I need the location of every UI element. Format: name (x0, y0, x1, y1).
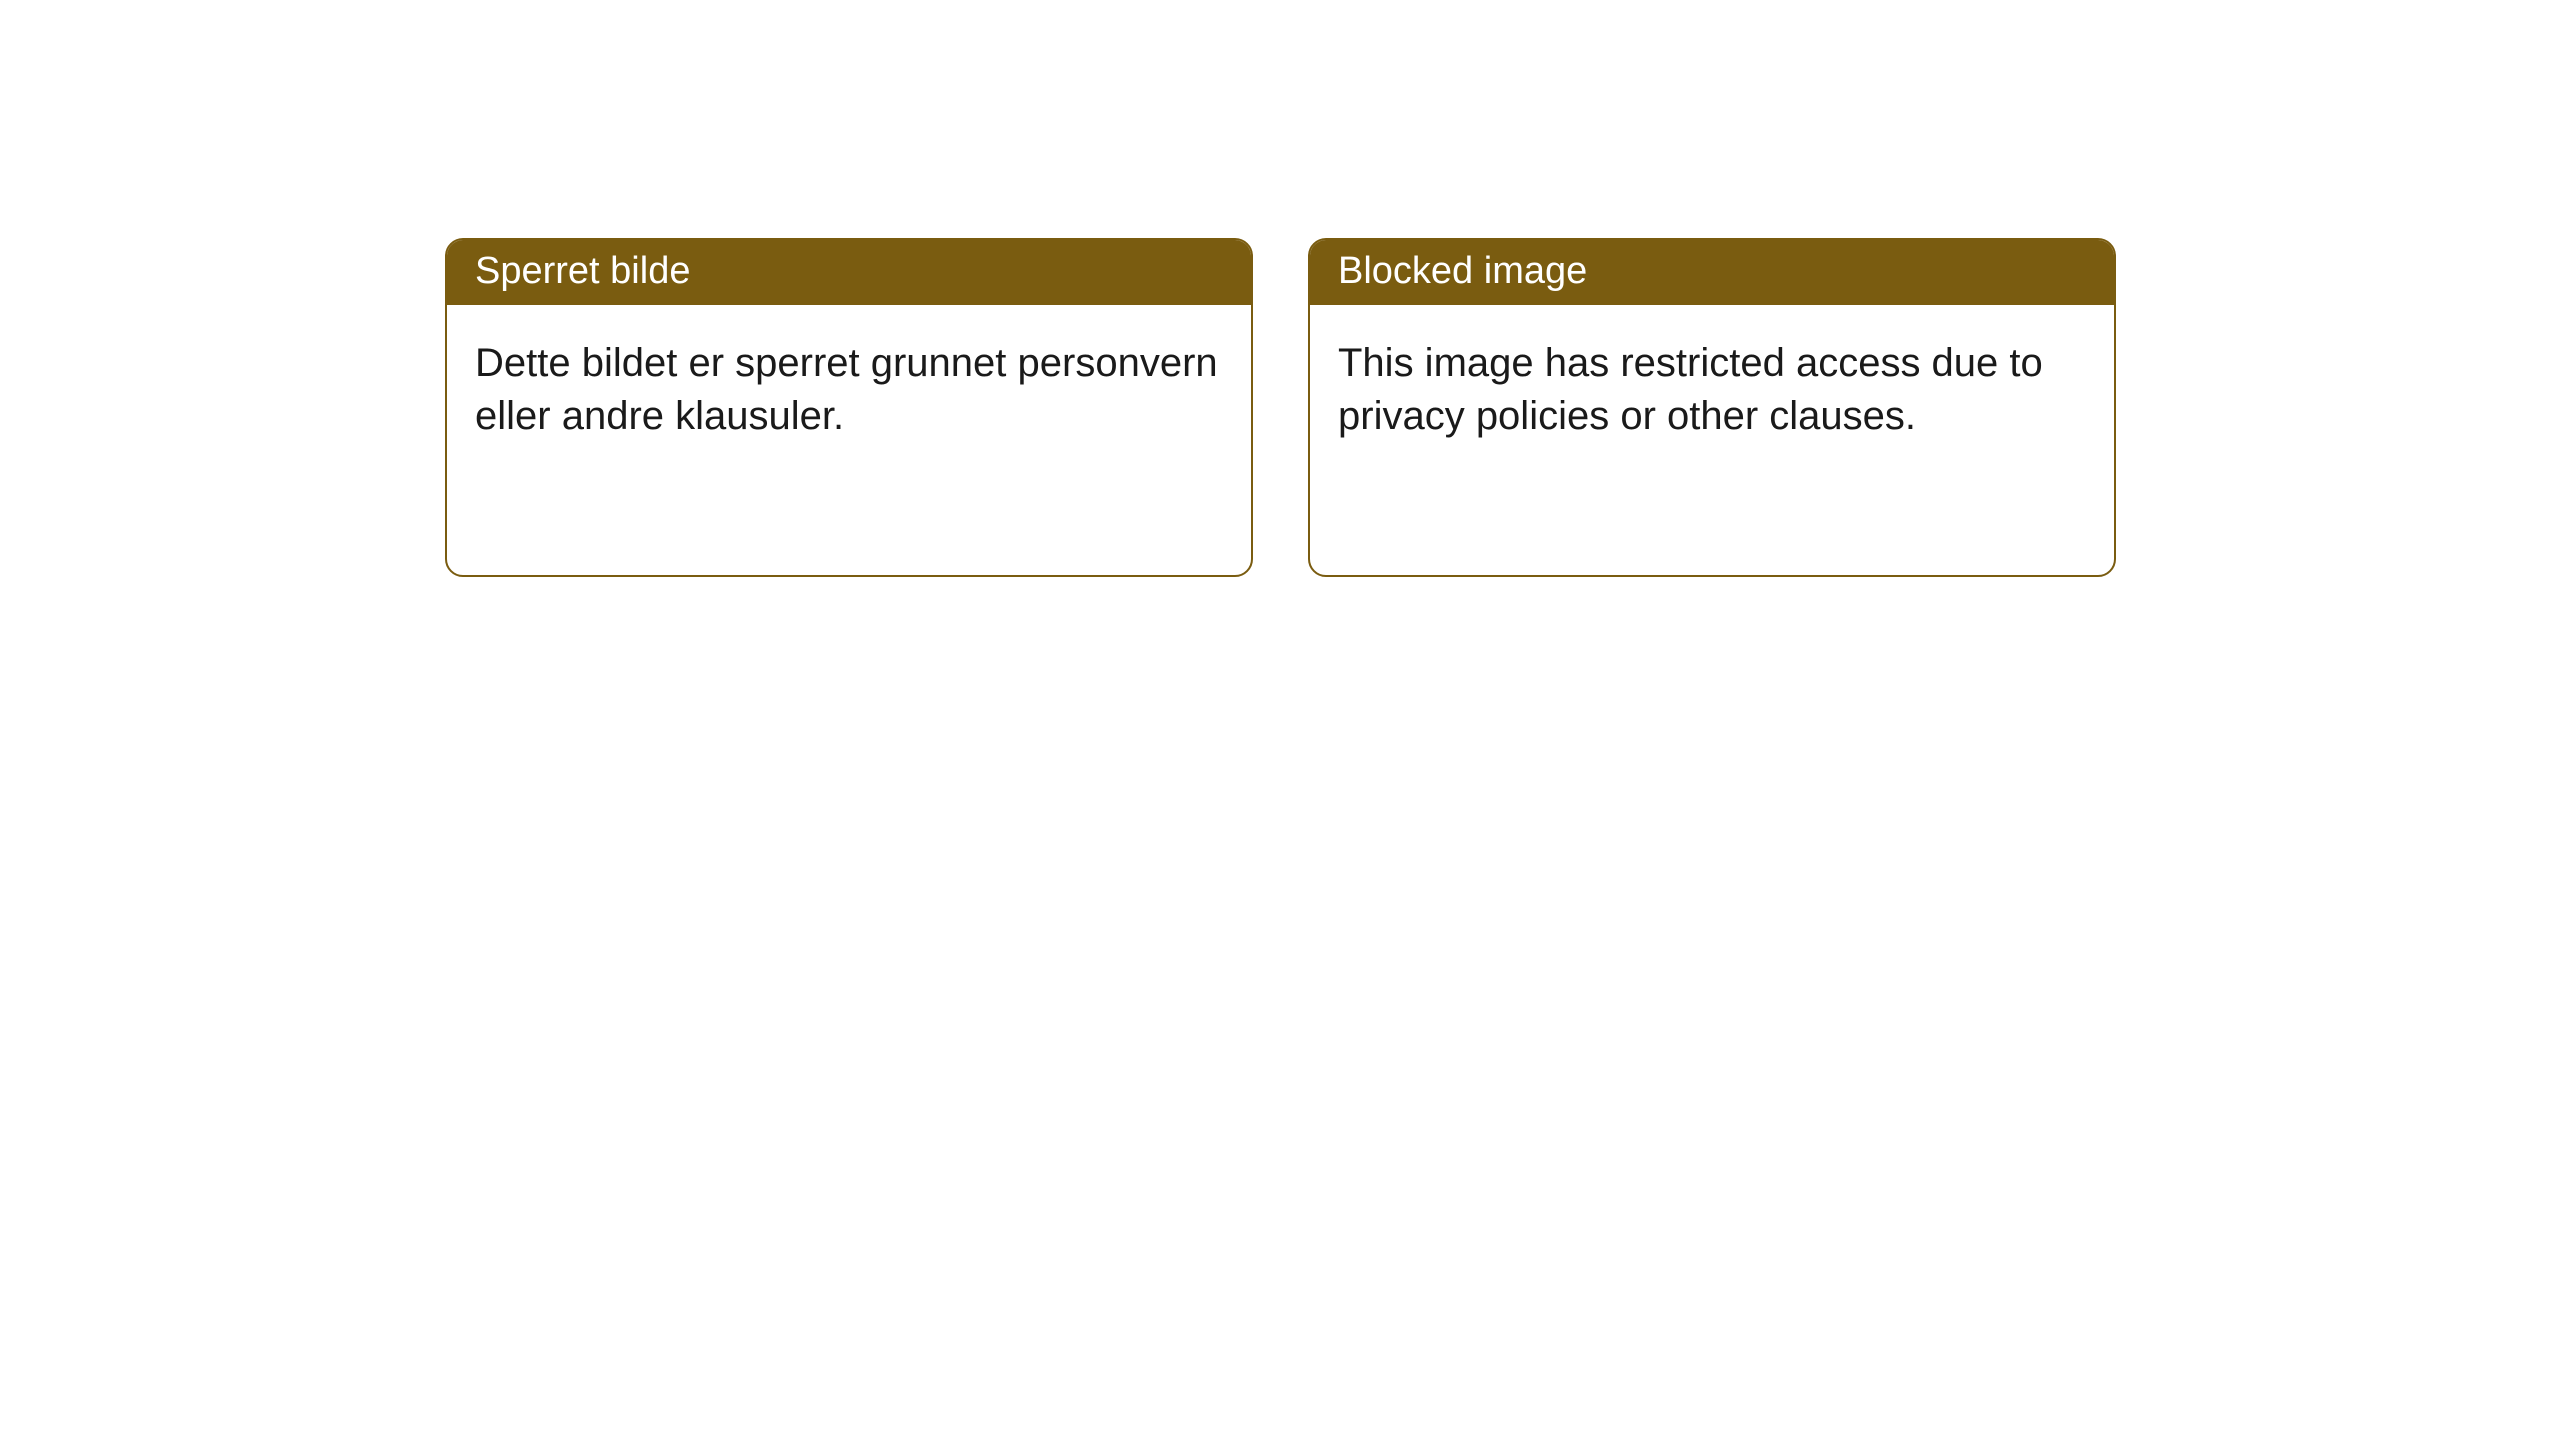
card-body: Dette bildet er sperret grunnet personve… (447, 305, 1251, 575)
card-body-text: This image has restricted access due to … (1338, 341, 2043, 438)
card-header: Sperret bilde (447, 240, 1251, 305)
notice-card-english: Blocked image This image has restricted … (1308, 238, 2116, 577)
notice-cards-container: Sperret bilde Dette bildet er sperret gr… (445, 238, 2116, 577)
notice-card-norwegian: Sperret bilde Dette bildet er sperret gr… (445, 238, 1253, 577)
card-title: Blocked image (1338, 250, 1587, 292)
card-body-text: Dette bildet er sperret grunnet personve… (475, 341, 1218, 438)
card-title: Sperret bilde (475, 250, 690, 292)
card-body: This image has restricted access due to … (1310, 305, 2114, 575)
card-header: Blocked image (1310, 240, 2114, 305)
